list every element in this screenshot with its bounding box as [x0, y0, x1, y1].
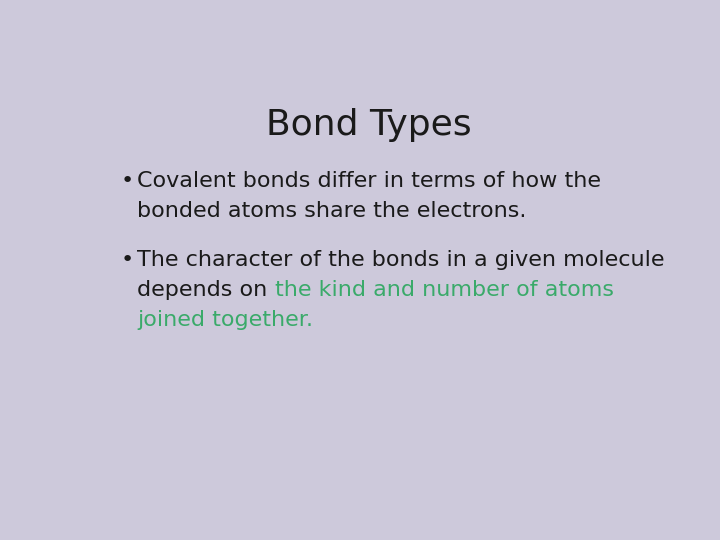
- Text: Covalent bonds differ in terms of how the: Covalent bonds differ in terms of how th…: [138, 171, 601, 191]
- Text: depends on: depends on: [138, 280, 275, 300]
- Text: joined together.: joined together.: [138, 310, 313, 330]
- Text: •: •: [121, 250, 134, 270]
- Text: The character of the bonds in a given molecule: The character of the bonds in a given mo…: [138, 250, 665, 270]
- Text: Bond Types: Bond Types: [266, 109, 472, 143]
- Text: bonded atoms share the electrons.: bonded atoms share the electrons.: [138, 201, 527, 221]
- Text: •: •: [121, 171, 134, 191]
- Text: the kind and number of atoms: the kind and number of atoms: [275, 280, 614, 300]
